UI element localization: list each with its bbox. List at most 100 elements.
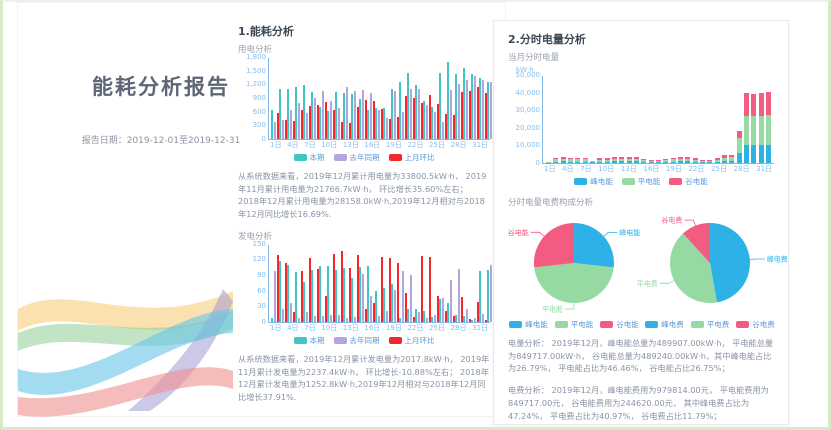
x-tick-label: 16日 xyxy=(364,323,381,332)
stacked-bar xyxy=(626,157,632,163)
bar xyxy=(429,256,431,322)
bar-group xyxy=(287,58,295,139)
bar xyxy=(279,260,281,322)
legend-item: 平电费 xyxy=(690,319,730,330)
bar xyxy=(330,315,332,322)
chart-legend: 本期 去年同期 上月环比 xyxy=(238,335,490,346)
bar-segment xyxy=(766,92,771,116)
bar-segment xyxy=(714,160,720,162)
bar xyxy=(354,316,356,322)
bar xyxy=(415,308,417,322)
bar xyxy=(287,88,289,139)
bar-group xyxy=(431,245,439,322)
bar xyxy=(290,110,292,139)
bar-segment xyxy=(707,160,713,162)
bar-segment xyxy=(722,155,728,158)
bar-segment xyxy=(590,160,596,162)
bar-group xyxy=(367,245,375,322)
pie-slice-label: 峰电费 xyxy=(767,255,788,264)
bar xyxy=(461,92,463,139)
legend-item: 去年同期 xyxy=(333,335,380,346)
y-tick-label: 900 xyxy=(252,94,266,102)
bar-group xyxy=(351,245,359,322)
pie-label-line xyxy=(659,279,676,284)
bar xyxy=(277,255,279,322)
bar xyxy=(373,101,375,139)
bar-group xyxy=(463,245,471,322)
bar xyxy=(447,62,449,139)
bar-segment xyxy=(729,155,735,158)
pie-slice-label: 平电费 xyxy=(637,279,658,288)
bar-group xyxy=(383,245,391,322)
report-title: 能耗分析报告 xyxy=(92,75,230,99)
legend-label: 峰电能 xyxy=(590,177,613,186)
bar-group xyxy=(447,58,455,139)
x-tick-label: 25日 xyxy=(711,165,727,173)
bar-segment xyxy=(575,157,581,160)
energy-analysis-text: 电量分析： 2019年12月，峰电能总量为489907.00kW·h， 平电能总… xyxy=(508,338,774,374)
bar-segment xyxy=(744,145,750,163)
y-tick-label: 10,000 xyxy=(515,141,541,150)
bar xyxy=(365,308,367,322)
bar xyxy=(455,315,457,322)
bar xyxy=(485,320,487,322)
bar-segment xyxy=(736,153,742,163)
bar xyxy=(271,317,273,322)
bar-group xyxy=(758,76,765,163)
bar-segment xyxy=(744,115,750,146)
bar-group xyxy=(706,76,713,163)
usage-analysis-text: 从系统数据来看，2019年12月累计用电量为33800.5kW·h， 2019年… xyxy=(238,171,487,220)
legend-swatch xyxy=(645,321,659,328)
section-energy-analysis: 1.能耗分析 用电分析 0 300 600 900 1,200 1,500 1,800 1日 4… xyxy=(238,23,519,413)
generation-analysis-text: 从系统数据来看，2019年12月累计发电量为2017.8kW·h， 2019年1… xyxy=(238,353,490,402)
bar-group xyxy=(736,76,743,163)
stacked-bar xyxy=(553,157,559,163)
y-tick-label: 20,000 xyxy=(515,123,541,132)
bar xyxy=(349,267,351,322)
bar-segment xyxy=(626,161,632,163)
bar xyxy=(487,82,489,139)
stacked-bar xyxy=(722,155,728,163)
bar xyxy=(405,96,407,139)
bar xyxy=(391,88,393,139)
cost-composition-pie: 峰电费 平电费 谷电费 峰电费 平电费 谷电费 xyxy=(637,213,788,330)
y-tick-label: 150 xyxy=(252,239,266,248)
bar-segment xyxy=(758,93,764,116)
stacked-bar xyxy=(634,157,640,163)
bar xyxy=(455,74,457,139)
bar xyxy=(482,314,484,322)
bar xyxy=(338,315,340,322)
x-tick-label: 13日 xyxy=(342,141,359,149)
bar xyxy=(295,272,297,322)
legend-label: 去年同期 xyxy=(349,153,380,162)
chart-legend: 峰电能 平电能 谷电能 xyxy=(508,176,774,187)
legend-label: 平电费 xyxy=(706,320,730,329)
stacked-bar xyxy=(700,159,706,163)
y-tick-label: 30,000 xyxy=(515,106,541,115)
x-tick-label: 25日 xyxy=(429,141,445,149)
bar-group xyxy=(367,58,375,139)
bar xyxy=(423,101,425,139)
x-tick-label: 22日 xyxy=(407,141,424,149)
y-tick-label: 300 xyxy=(252,121,266,130)
bar xyxy=(349,122,351,139)
bar-group xyxy=(399,245,407,322)
bar xyxy=(274,121,276,139)
bar-segment xyxy=(656,161,662,163)
bar xyxy=(343,268,345,322)
bar-segment xyxy=(553,161,559,163)
bar xyxy=(362,273,364,322)
bar-group xyxy=(271,58,279,139)
bar-group xyxy=(279,245,287,322)
stacked-bar xyxy=(568,157,574,163)
bar-segment xyxy=(707,162,713,163)
bar-group xyxy=(391,58,399,139)
bar xyxy=(317,268,319,322)
bar-group xyxy=(714,76,721,163)
bar xyxy=(317,104,319,139)
bar-group xyxy=(287,245,295,322)
bars-container xyxy=(269,245,519,322)
bar-group xyxy=(335,245,343,322)
bar-group xyxy=(295,58,303,139)
bar-segment xyxy=(670,157,676,160)
